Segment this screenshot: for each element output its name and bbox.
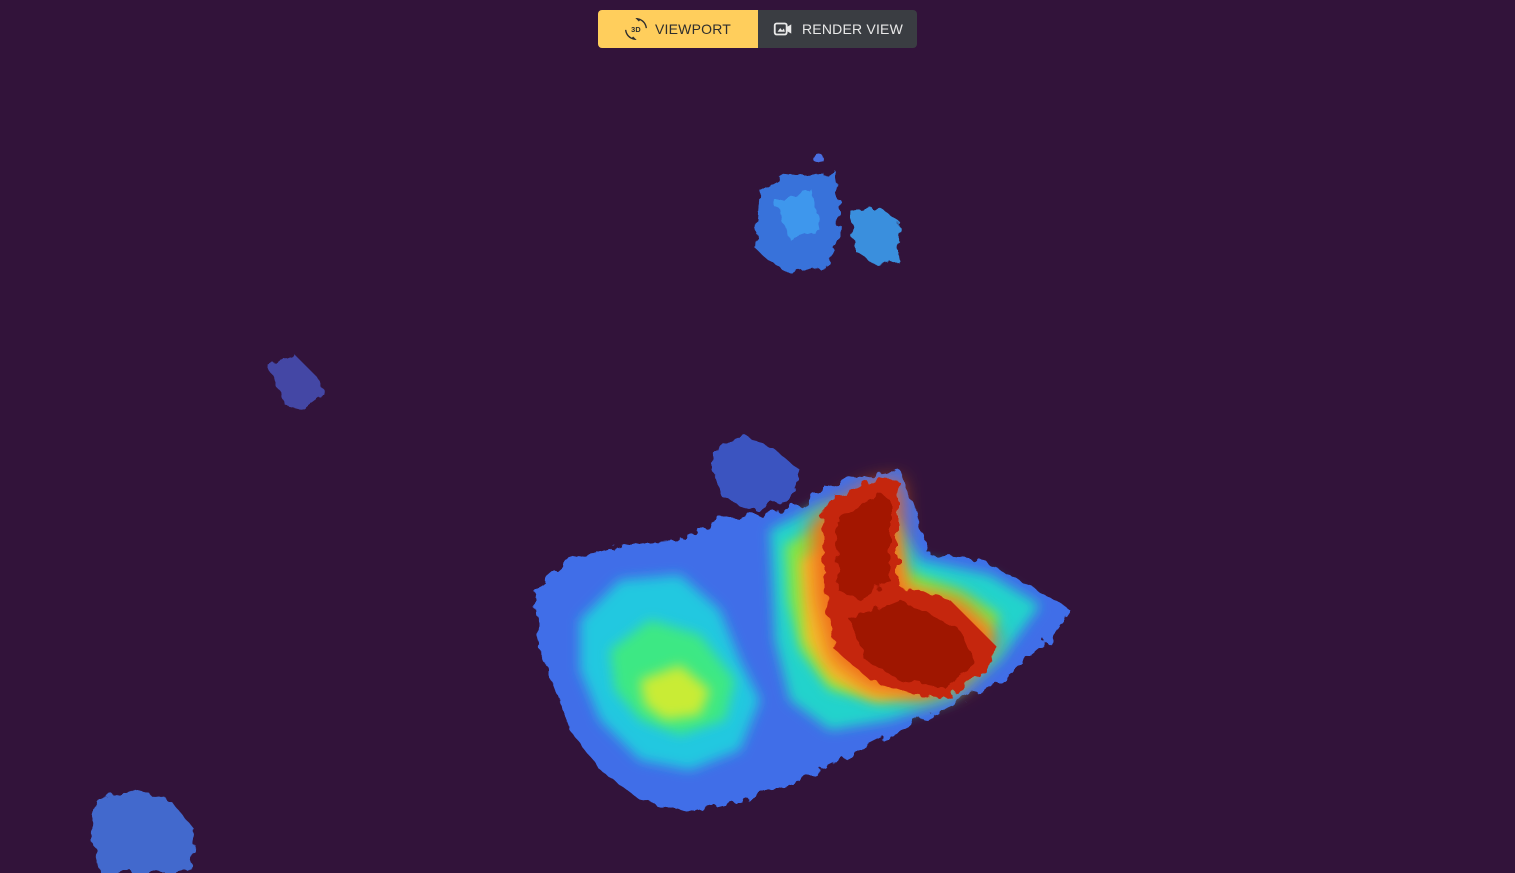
viewport-button-label: VIEWPORT xyxy=(654,21,732,37)
point-cloud-cluster-left xyxy=(268,355,325,410)
render-view-button[interactable]: RENDER VIEW xyxy=(758,10,917,48)
svg-text:3D: 3D xyxy=(631,25,641,34)
3d-rotation-icon: 3D xyxy=(624,18,647,40)
viewport-button[interactable]: 3D VIEWPORT xyxy=(598,10,758,48)
render-view-button-label: RENDER VIEW xyxy=(802,21,903,37)
view-mode-toolbar: 3D VIEWPORT RENDER VIEW xyxy=(598,10,917,48)
point-cloud-cluster-bottom-left xyxy=(92,790,195,873)
point-cloud-cluster-main xyxy=(535,435,1070,812)
point-cloud-cluster-top xyxy=(755,153,900,272)
video-camera-icon xyxy=(772,18,794,40)
